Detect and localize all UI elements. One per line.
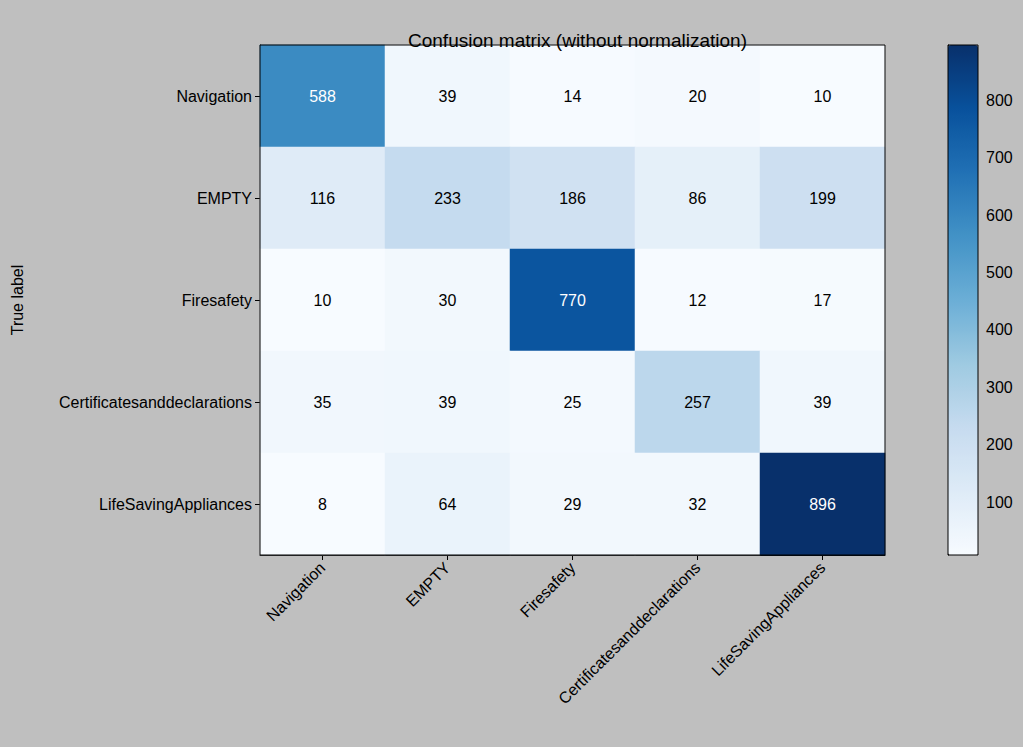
svg-text:100: 100	[986, 494, 1013, 511]
svg-text:25: 25	[564, 394, 582, 411]
svg-text:257: 257	[684, 394, 711, 411]
svg-text:116: 116	[310, 190, 336, 207]
svg-text:700: 700	[986, 149, 1013, 166]
svg-text:EMPTY: EMPTY	[403, 559, 454, 610]
svg-text:Confusion matrix (without norm: Confusion matrix (without normalization)	[408, 30, 747, 51]
svg-text:12: 12	[689, 292, 707, 309]
svg-text:500: 500	[986, 264, 1013, 281]
svg-text:30: 30	[439, 292, 457, 309]
svg-text:39: 39	[439, 88, 457, 105]
svg-text:199: 199	[809, 190, 836, 207]
svg-text:64: 64	[439, 496, 457, 513]
svg-text:600: 600	[986, 207, 1013, 224]
svg-text:8: 8	[318, 496, 327, 513]
svg-text:Certificatesanddeclarations: Certificatesanddeclarations	[59, 394, 252, 411]
svg-text:10: 10	[814, 88, 832, 105]
svg-text:770: 770	[559, 292, 586, 309]
svg-text:20: 20	[689, 88, 707, 105]
svg-text:588: 588	[309, 88, 336, 105]
svg-text:LifeSavingAppliances: LifeSavingAppliances	[99, 496, 252, 513]
svg-text:896: 896	[809, 496, 836, 513]
svg-text:86: 86	[689, 190, 707, 207]
svg-text:Firesafety: Firesafety	[182, 292, 252, 309]
svg-text:14: 14	[564, 88, 582, 105]
svg-text:200: 200	[986, 436, 1013, 453]
svg-text:10: 10	[314, 292, 332, 309]
svg-text:Certificatesanddeclarations: Certificatesanddeclarations	[555, 559, 703, 707]
svg-text:35: 35	[314, 394, 332, 411]
svg-text:39: 39	[439, 394, 457, 411]
svg-text:400: 400	[986, 321, 1013, 338]
svg-text:LifeSavingAppliances: LifeSavingAppliances	[708, 559, 828, 679]
svg-text:186: 186	[559, 190, 586, 207]
svg-text:39: 39	[814, 394, 832, 411]
svg-text:29: 29	[564, 496, 582, 513]
svg-text:233: 233	[434, 190, 461, 207]
svg-text:17: 17	[814, 292, 832, 309]
svg-text:EMPTY: EMPTY	[197, 190, 252, 207]
svg-text:32: 32	[689, 496, 707, 513]
svg-text:800: 800	[986, 92, 1013, 109]
svg-text:Navigation: Navigation	[263, 559, 328, 624]
svg-text:Firesafety: Firesafety	[517, 559, 579, 621]
svg-text:300: 300	[986, 379, 1013, 396]
svg-text:Navigation: Navigation	[176, 88, 252, 105]
svg-text:True label: True label	[9, 265, 26, 336]
